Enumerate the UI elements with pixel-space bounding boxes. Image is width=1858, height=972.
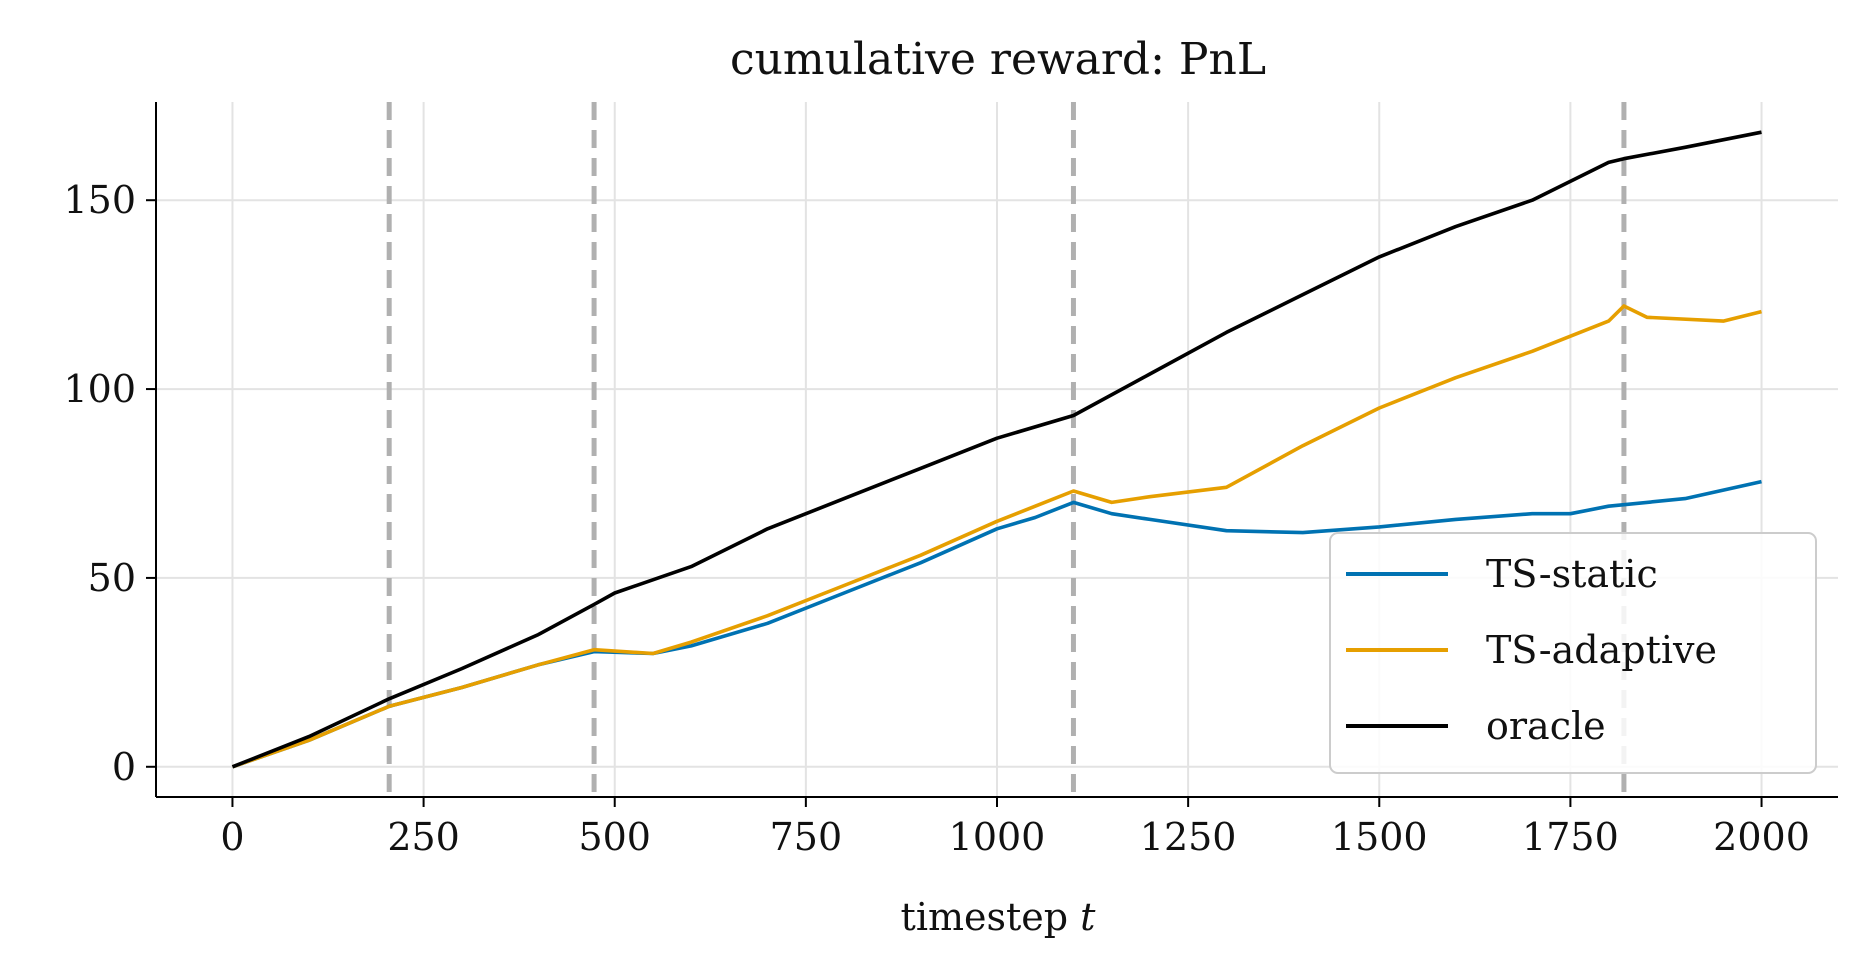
legend-label-ts-static: TS-static [1486, 552, 1658, 596]
x-tick-label-750: 750 [770, 815, 843, 859]
legend-label-ts-adaptive: TS-adaptive [1486, 628, 1717, 672]
legend-label-oracle: oracle [1486, 704, 1606, 748]
x-tick-label-250: 250 [387, 815, 460, 859]
x-tick-label-500: 500 [578, 815, 651, 859]
x-tick-label-1250: 1250 [1140, 815, 1237, 859]
legend-frame [1329, 532, 1817, 774]
x-axis-ticks: 0 250 500 750 1000 1250 1500 1750 2000 [220, 797, 1810, 859]
x-axis-label: timestep t [901, 895, 1097, 939]
series-lines [231, 130, 1762, 769]
x-tick-label-1500: 1500 [1331, 815, 1428, 859]
x-tick-label-2000: 2000 [1713, 815, 1810, 859]
y-tick-label-150: 150 [63, 178, 136, 222]
x-tick-label-1000: 1000 [949, 815, 1046, 859]
chart-title: cumulative reward: PnL [730, 34, 1266, 85]
series-line-ts-adaptive [231, 304, 1762, 769]
changepoint-lines [386, 102, 1627, 797]
y-tick-label-50: 50 [88, 556, 136, 600]
x-tick-label-0: 0 [220, 815, 244, 859]
series-line-oracle [231, 130, 1762, 769]
y-tick-label-100: 100 [63, 367, 136, 411]
legend: TS-static TS-adaptive oracle [1329, 532, 1817, 774]
x-tick-label-1750: 1750 [1522, 815, 1619, 859]
y-axis-ticks: 0 50 100 150 [63, 178, 156, 789]
y-tick-label-0: 0 [112, 745, 136, 789]
plot-area: 0 250 500 750 1000 1250 1500 1750 2000 0 50 100 150 [63, 102, 1838, 859]
